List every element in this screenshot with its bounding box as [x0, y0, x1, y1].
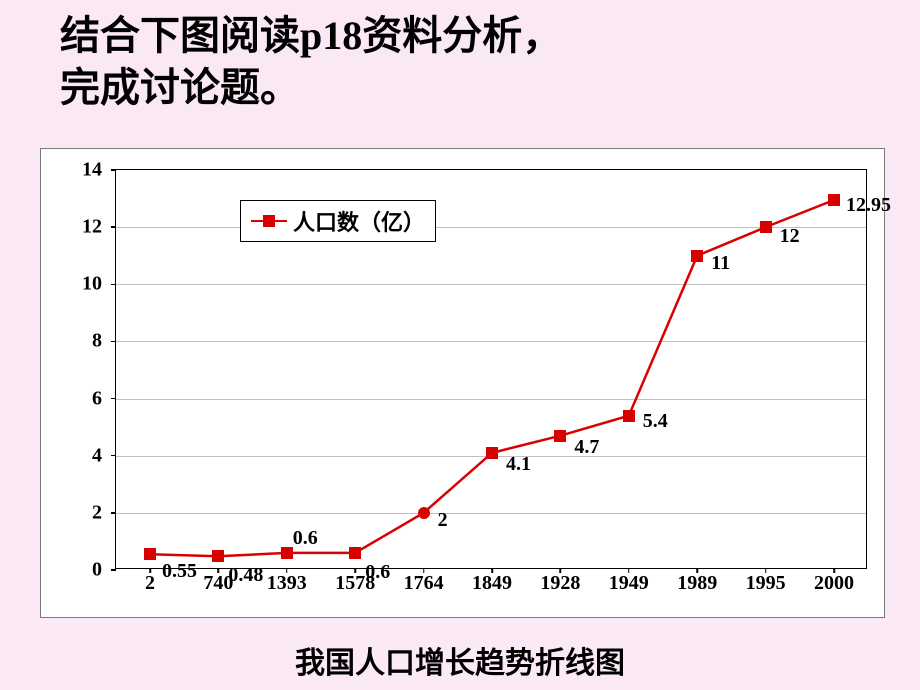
data-marker — [418, 507, 430, 519]
data-marker — [691, 250, 703, 262]
title-line-1: 结合下图阅读p18资料分析， — [60, 13, 562, 58]
series-line — [116, 170, 868, 570]
data-label: 12 — [780, 225, 800, 248]
ytick-label: 8 — [62, 330, 102, 353]
data-marker — [144, 548, 156, 560]
ytick-label: 4 — [62, 444, 102, 467]
legend: 人口数（亿） — [240, 200, 436, 242]
ytick-label: 0 — [62, 559, 102, 582]
data-marker — [760, 221, 772, 233]
data-label: 12.95 — [846, 194, 891, 217]
data-label: 0.6 — [365, 561, 390, 584]
xtick-label: 1949 — [609, 572, 649, 595]
data-label: 0.6 — [293, 527, 318, 550]
data-marker — [349, 547, 361, 559]
data-marker — [623, 410, 635, 422]
xtick-label: 1995 — [746, 572, 786, 595]
xtick-label: 1849 — [472, 572, 512, 595]
data-marker — [281, 547, 293, 559]
page-title: 结合下图阅读p18资料分析， 完成讨论题。 — [0, 0, 920, 114]
title-line-2: 完成讨论题。 — [60, 65, 300, 110]
data-label: 4.1 — [506, 453, 531, 476]
xtick-label: 1764 — [404, 572, 444, 595]
data-marker — [212, 550, 224, 562]
xtick-label: 2 — [145, 572, 155, 595]
xtick-label: 1393 — [267, 572, 307, 595]
chart-caption: 我国人口增长趋势折线图 — [0, 638, 920, 682]
ytick-label: 6 — [62, 387, 102, 410]
ytick-label: 14 — [62, 159, 102, 182]
data-label: 5.4 — [643, 410, 668, 433]
data-marker — [486, 447, 498, 459]
data-label: 11 — [711, 252, 730, 275]
xtick-label: 1989 — [677, 572, 717, 595]
legend-label: 人口数（亿） — [293, 205, 425, 237]
ytick-label: 12 — [62, 216, 102, 239]
xtick-label: 2000 — [814, 572, 854, 595]
data-label: 2 — [438, 509, 448, 532]
chart-container: 0246810121427401393157817641849192819491… — [40, 148, 885, 618]
data-marker — [554, 430, 566, 442]
data-label: 0.48 — [228, 564, 263, 587]
xtick-label: 1928 — [540, 572, 580, 595]
legend-swatch — [251, 220, 287, 222]
data-label: 4.7 — [574, 436, 599, 459]
data-marker — [828, 194, 840, 206]
plot-area: 0246810121427401393157817641849192819491… — [115, 169, 867, 569]
ytick-label: 10 — [62, 273, 102, 296]
data-label: 0.55 — [162, 560, 197, 583]
ytick-label: 2 — [62, 501, 102, 524]
legend-marker-icon — [263, 215, 275, 227]
